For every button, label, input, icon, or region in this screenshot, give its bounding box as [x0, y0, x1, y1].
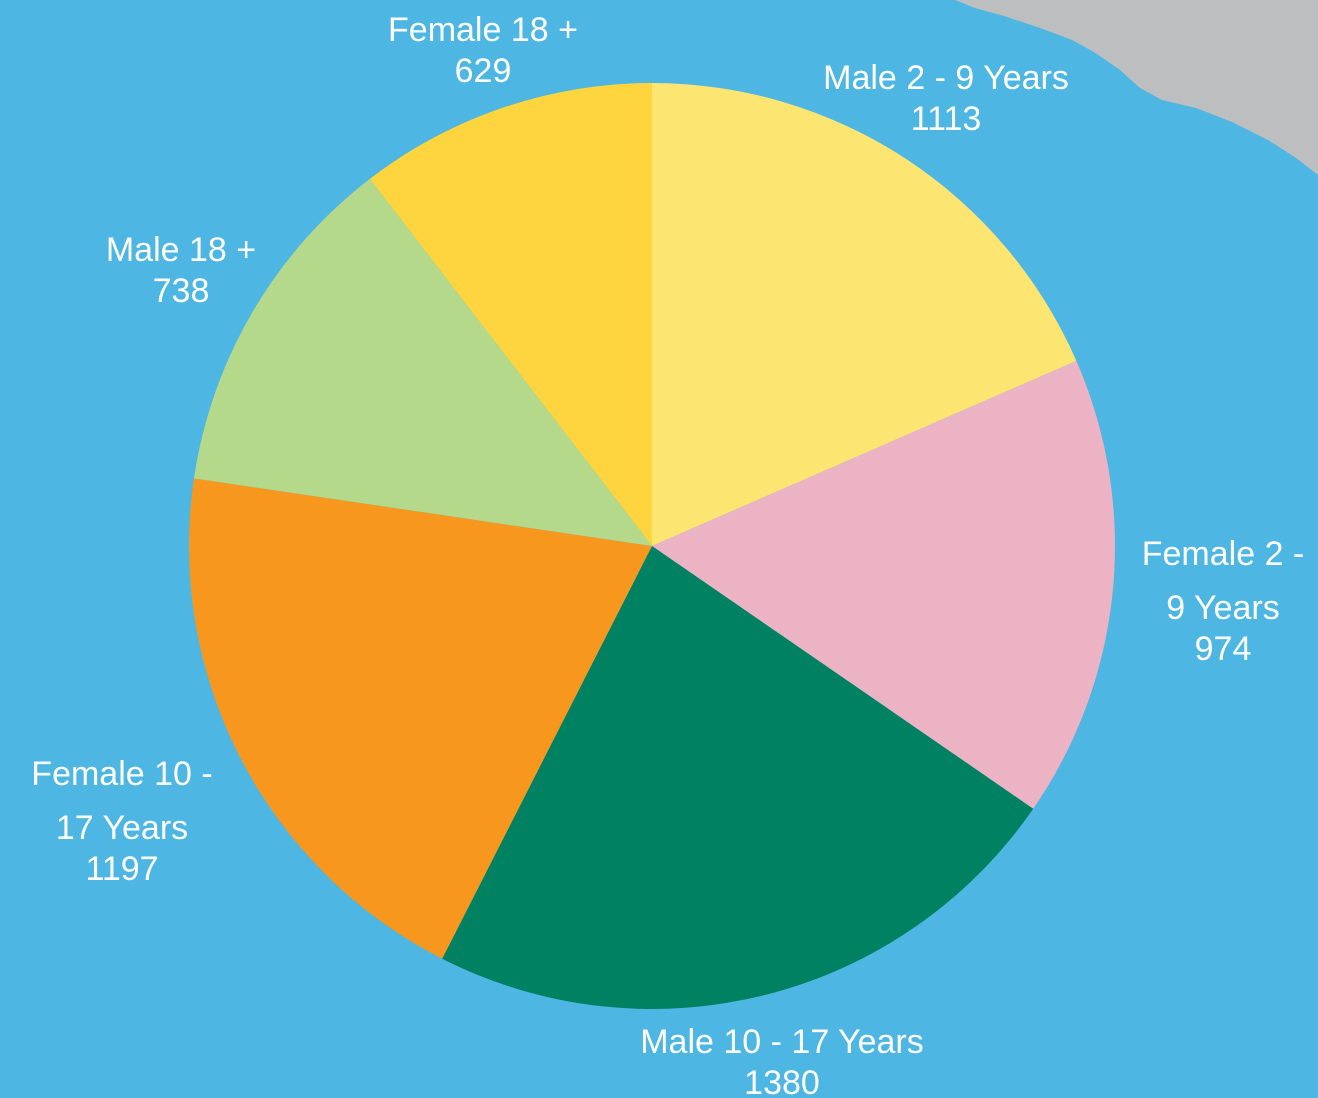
pie-slice-female-2-9-years	[652, 360, 1115, 809]
slice-label-male-18-plus: Male 18 + 738	[105, 231, 257, 310]
pie-slice-male-10-17-years	[442, 546, 1034, 1009]
pie-slices	[189, 83, 1115, 1009]
map-fragment-decoration	[955, 0, 1318, 175]
slice-label-male-10-17: Male 10 - 17 Years 1380	[640, 1023, 924, 1098]
slice-label-female-18-plus: Female 18 + 629	[388, 11, 578, 90]
slice-label-female-10-17: Female 10 - 17 Years 1197	[31, 755, 213, 888]
slice-label-female-2-9: Female 2 - 9 Years 974	[1141, 535, 1305, 668]
map-fragment-shape	[955, 0, 1318, 175]
pie-slice-female-18	[369, 83, 652, 546]
pie-slice-male-18	[193, 178, 652, 546]
slice-label-male-2-9: Male 2 - 9 Years 1113	[823, 59, 1069, 138]
map-fragment-island	[1238, 40, 1318, 110]
pie-slice-female-10-17-years	[189, 478, 652, 959]
pie-slice-male-2-9-years	[652, 83, 1077, 546]
